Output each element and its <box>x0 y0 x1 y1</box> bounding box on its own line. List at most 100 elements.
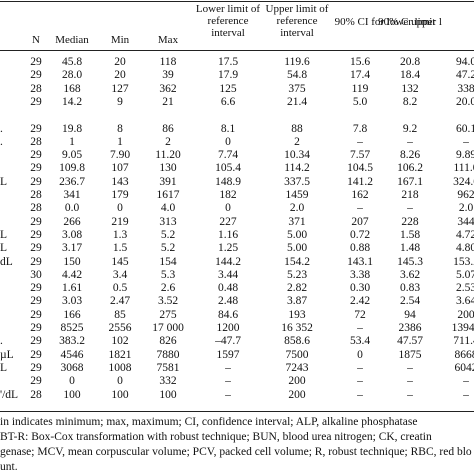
table-cell: 2.0 <box>289 202 305 215</box>
table-cell: 2.0 <box>458 202 474 215</box>
footnote-line: BT-R: Box-Cox transformation with robust… <box>0 431 432 443</box>
table-cell: 13946 <box>451 322 474 334</box>
table-cell: 119 <box>351 82 369 95</box>
table-cell: 1.58 <box>399 228 421 241</box>
table-cell: 29 <box>30 335 42 348</box>
table-cell: 5.00 <box>286 242 308 255</box>
table-cell: 5.2 <box>160 228 176 241</box>
table-cell: 47.57 <box>397 335 423 348</box>
table-cell: 3.38 <box>349 268 371 281</box>
table-cell: 16 352 <box>281 322 313 334</box>
table-cell: 362 <box>159 82 177 95</box>
table-cell: 2386 <box>398 322 422 334</box>
table-cell: 17.5 <box>217 56 239 68</box>
table-cell: 1821 <box>108 348 132 361</box>
table-cell: 168 <box>63 82 81 95</box>
table-cell: 29 <box>30 348 42 361</box>
table-cell: 9.05 <box>61 149 83 162</box>
table-cell: – <box>357 322 363 334</box>
table-cell: 39 <box>162 69 174 82</box>
table-cell: 47.2 <box>455 69 474 82</box>
table-cell: – <box>225 361 231 374</box>
table-cell: 17.4 <box>349 69 371 82</box>
table-cell: 266 <box>63 215 81 228</box>
table-cell: 3.17 <box>61 242 83 255</box>
table-cell: 4.80 <box>455 242 474 255</box>
table-cell: 2.54 <box>399 295 421 308</box>
table-cell: 8.26 <box>399 149 421 162</box>
table-cell: 141.2 <box>347 175 373 188</box>
table-cell: 1875 <box>398 348 422 361</box>
table-cell: 7500 <box>285 348 309 361</box>
table-cell: 0 <box>117 375 123 388</box>
table-cell: 7.90 <box>109 149 131 162</box>
table-cell: 2556 <box>108 322 132 334</box>
table-cell: 324.0 <box>453 175 474 188</box>
row-label: . <box>0 335 3 348</box>
table-cell: 3068 <box>60 361 84 374</box>
table-cell: 17.9 <box>217 69 239 82</box>
table-cell: 1.48 <box>399 242 421 255</box>
table-cell: 20.0 <box>455 95 474 108</box>
table-cell: 21.4 <box>286 95 308 108</box>
table-cell: 383.2 <box>59 335 85 348</box>
table-cell: 0.0 <box>64 202 80 215</box>
row-label: dL <box>0 255 13 268</box>
table-cell: 8 <box>117 122 123 135</box>
table-cell: – <box>407 375 413 388</box>
table-cell: 275 <box>159 308 177 321</box>
table-cell: – <box>357 375 363 388</box>
table-cell: 5.0 <box>352 95 368 108</box>
table-cell: 125 <box>219 82 237 95</box>
table-cell: 11.20 <box>155 149 181 162</box>
table-cell: 341 <box>63 189 81 201</box>
table-cell: 88 <box>291 122 303 135</box>
table-cell: 1 <box>69 135 75 148</box>
table-cell: 162 <box>351 189 369 201</box>
table-cell: 29 <box>30 322 42 334</box>
table-cell: 391 <box>159 175 177 188</box>
table-cell: 29 <box>30 282 42 295</box>
table-cell: 154.2 <box>284 255 310 268</box>
table-cell: 0 <box>225 202 231 215</box>
table-cell: 53.4 <box>349 335 371 348</box>
table-cell: 29 <box>30 175 42 188</box>
table-cell: – <box>357 135 363 148</box>
table-cell: 119.6 <box>284 56 310 68</box>
table-cell: 0.88 <box>349 242 371 255</box>
bottom-rule <box>0 411 474 412</box>
table-cell: 21 <box>162 95 174 108</box>
table-cell: 3.08 <box>61 228 83 241</box>
table-cell: 166 <box>63 308 81 321</box>
table-cell: 29 <box>30 255 42 268</box>
table-cell: – <box>357 388 363 401</box>
table-cell: 85 <box>114 308 126 321</box>
row-label: L <box>0 361 8 374</box>
table-cell: 19.8 <box>61 122 83 135</box>
table-cell: 8525 <box>60 322 84 334</box>
table-cell: 28 <box>30 189 42 201</box>
table-cell: 114.2 <box>284 162 310 175</box>
table-cell: 45.8 <box>61 56 83 68</box>
table-cell: – <box>407 202 413 215</box>
table-cell: – <box>407 361 413 374</box>
column-header: 90% CI for lower limit <box>334 16 436 28</box>
table-cell: 109.8 <box>59 162 85 175</box>
table-cell: 1617 <box>156 189 180 201</box>
row-label: '/dL <box>0 388 19 401</box>
column-header: N <box>32 34 40 46</box>
table-cell: 29 <box>30 375 42 388</box>
table-cell: 107 <box>111 162 129 175</box>
table-cell: 4.0 <box>160 202 176 215</box>
table-cell: 1.61 <box>61 282 83 295</box>
table-cell: 236.7 <box>59 175 85 188</box>
table-cell: 105.4 <box>215 162 241 175</box>
table-cell: 94 <box>404 308 416 321</box>
column-header: Median <box>55 34 89 46</box>
footnote-line: genase; MCV, mean corpuscular volume; PC… <box>0 446 472 458</box>
table-cell: 1.25 <box>217 242 239 255</box>
table-cell: 0 <box>225 135 231 148</box>
table-cell: 5.00 <box>286 228 308 241</box>
table-cell: 338 <box>457 82 474 95</box>
table-cell: 332 <box>159 375 177 388</box>
